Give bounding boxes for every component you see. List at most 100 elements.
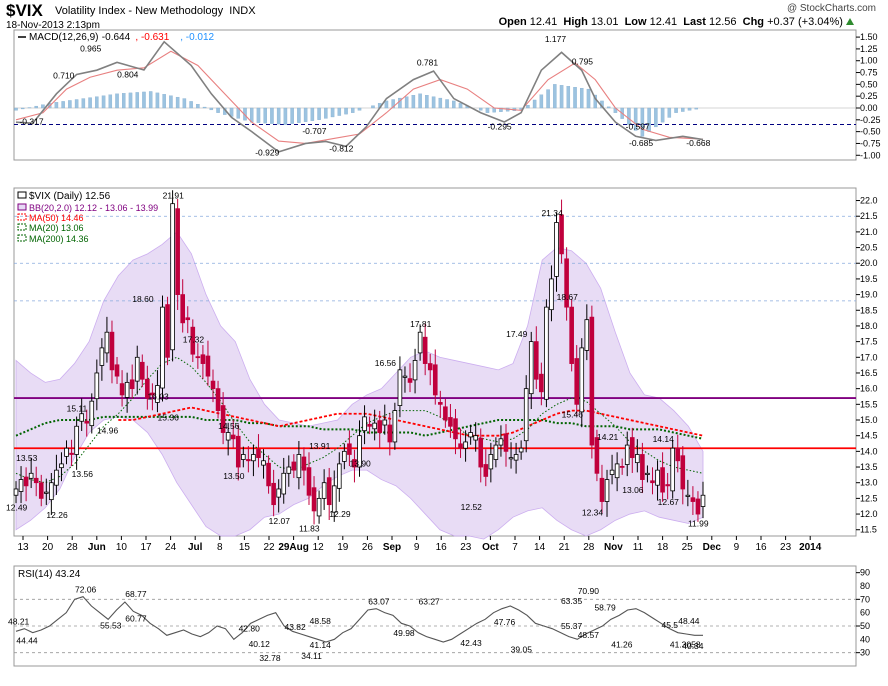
- price-value-label: 11.99: [688, 518, 709, 528]
- candle-body: [609, 469, 615, 475]
- x-tick-label: Jul: [188, 542, 203, 553]
- price-value-label: 17.32: [183, 334, 205, 344]
- candle-body: [301, 456, 307, 471]
- candle-body: [94, 372, 100, 400]
- x-tick-label: 28: [583, 542, 595, 553]
- rsi-value-label: 72.06: [75, 585, 97, 595]
- candle-body: [382, 419, 388, 426]
- x-tick-label: 16: [755, 542, 767, 553]
- macd-histogram-bar: [371, 105, 375, 109]
- macd-histogram-bar: [674, 107, 678, 113]
- macd-histogram-bar: [391, 99, 395, 109]
- price-value-label: 13.50: [223, 471, 245, 481]
- x-tick-label: 25: [682, 542, 694, 553]
- x-tick-label: 17: [140, 542, 152, 553]
- candle-body: [205, 355, 211, 377]
- bb-icon: [17, 203, 27, 211]
- candle-body: [463, 441, 468, 449]
- candle-body: [170, 203, 175, 351]
- candle-body: [89, 400, 95, 427]
- exchange-text: INDX: [229, 5, 256, 17]
- ma50-line: [118, 406, 704, 437]
- rsi-ytick-label: 30: [860, 648, 870, 658]
- x-tick-label: 22: [263, 542, 275, 553]
- candle-body: [584, 319, 590, 351]
- price-value-label: 15.11: [67, 404, 88, 414]
- price-ytick-label: 17.0: [860, 352, 878, 362]
- price-value-label: 14.21: [597, 432, 619, 442]
- symbol-title: $VIX: [6, 1, 43, 20]
- macd-histogram-bar: [303, 107, 308, 122]
- macd-histogram-bar: [216, 107, 220, 113]
- macd-ytick-label: -0.50: [860, 127, 881, 137]
- candle-body: [427, 363, 433, 371]
- candle-body: [316, 497, 322, 517]
- candle-body: [599, 477, 605, 502]
- macd-histogram-bar: [317, 107, 321, 120]
- high-label: High: [563, 16, 588, 28]
- candle-body: [336, 463, 342, 489]
- candle-body: [513, 454, 519, 461]
- candle-body: [352, 459, 357, 468]
- rsi-value-label: 41.26: [611, 640, 633, 650]
- candle-body: [443, 406, 448, 421]
- macd-histogram-bar: [337, 107, 342, 116]
- candle-body: [367, 423, 372, 427]
- candle-body: [448, 417, 453, 427]
- candle-body: [306, 467, 312, 496]
- macd-histogram-bar: [142, 91, 146, 109]
- macd-ytick-label: 0.75: [860, 68, 878, 78]
- macd-histogram-bar: [627, 107, 631, 125]
- candle-body: [49, 482, 54, 501]
- macd-histogram-bar: [539, 94, 544, 109]
- macd-ytick-label: -0.75: [860, 138, 881, 148]
- price-value-label: 12.07: [269, 516, 291, 526]
- price-ytick-label: 16.0: [860, 384, 878, 394]
- macd-value-label: 0.795: [572, 57, 594, 67]
- price-value-label: 13.90: [350, 458, 372, 468]
- macd-histogram-bar: [249, 107, 254, 123]
- candle-body: [215, 388, 221, 411]
- candle-body: [134, 356, 140, 382]
- candle-body: [38, 482, 44, 499]
- macd-histogram-bar: [660, 107, 665, 123]
- macd-histogram-bar: [681, 107, 685, 112]
- candle-body: [165, 304, 170, 358]
- candle-body: [534, 341, 539, 380]
- price-ytick-label: 19.5: [860, 274, 878, 284]
- price-legend-entry: BB(20,2.0) 12.12 - 13.06 - 13.99: [17, 203, 158, 213]
- price-ytick-label: 13.5: [860, 462, 878, 472]
- candle-body: [432, 364, 438, 396]
- rsi-value-label: 55.53: [100, 621, 122, 631]
- price-value-label: 15.36: [158, 413, 180, 423]
- macd-legend-text: , -0.631: [135, 32, 169, 43]
- candle-body: [412, 360, 418, 381]
- price-value-label: 13.56: [72, 469, 94, 479]
- macd-histogram-bar: [81, 98, 86, 109]
- candle-body: [185, 317, 191, 321]
- candle-body: [417, 331, 423, 354]
- candle-body: [397, 369, 403, 406]
- candle-body: [291, 461, 297, 471]
- macd-histogram-bar: [445, 99, 449, 109]
- macd-histogram-bar: [357, 107, 362, 111]
- macd-legend-text: -0.644: [102, 32, 131, 43]
- candle-body: [377, 420, 383, 433]
- candle-body: [438, 402, 443, 405]
- price-value-label: 11.83: [299, 523, 320, 533]
- macd-histogram-bar: [122, 93, 126, 109]
- price-legend-entry: MA(20) 13.06: [17, 223, 84, 233]
- price-value-label: 16.56: [375, 358, 397, 368]
- candle-body: [407, 378, 413, 383]
- candle-body: [23, 476, 29, 487]
- candle-body: [13, 488, 19, 496]
- x-tick-label: 19: [337, 542, 349, 553]
- macd-histogram-bar: [108, 94, 113, 109]
- x-tick-label: Sep: [383, 542, 401, 553]
- macd-histogram-bar: [580, 87, 584, 109]
- candle-body: [124, 381, 130, 398]
- rsi-ytick-label: 60: [860, 608, 870, 618]
- macd-histogram-bar: [297, 107, 301, 123]
- description-text: Volatility Index - New Methodology: [55, 5, 224, 17]
